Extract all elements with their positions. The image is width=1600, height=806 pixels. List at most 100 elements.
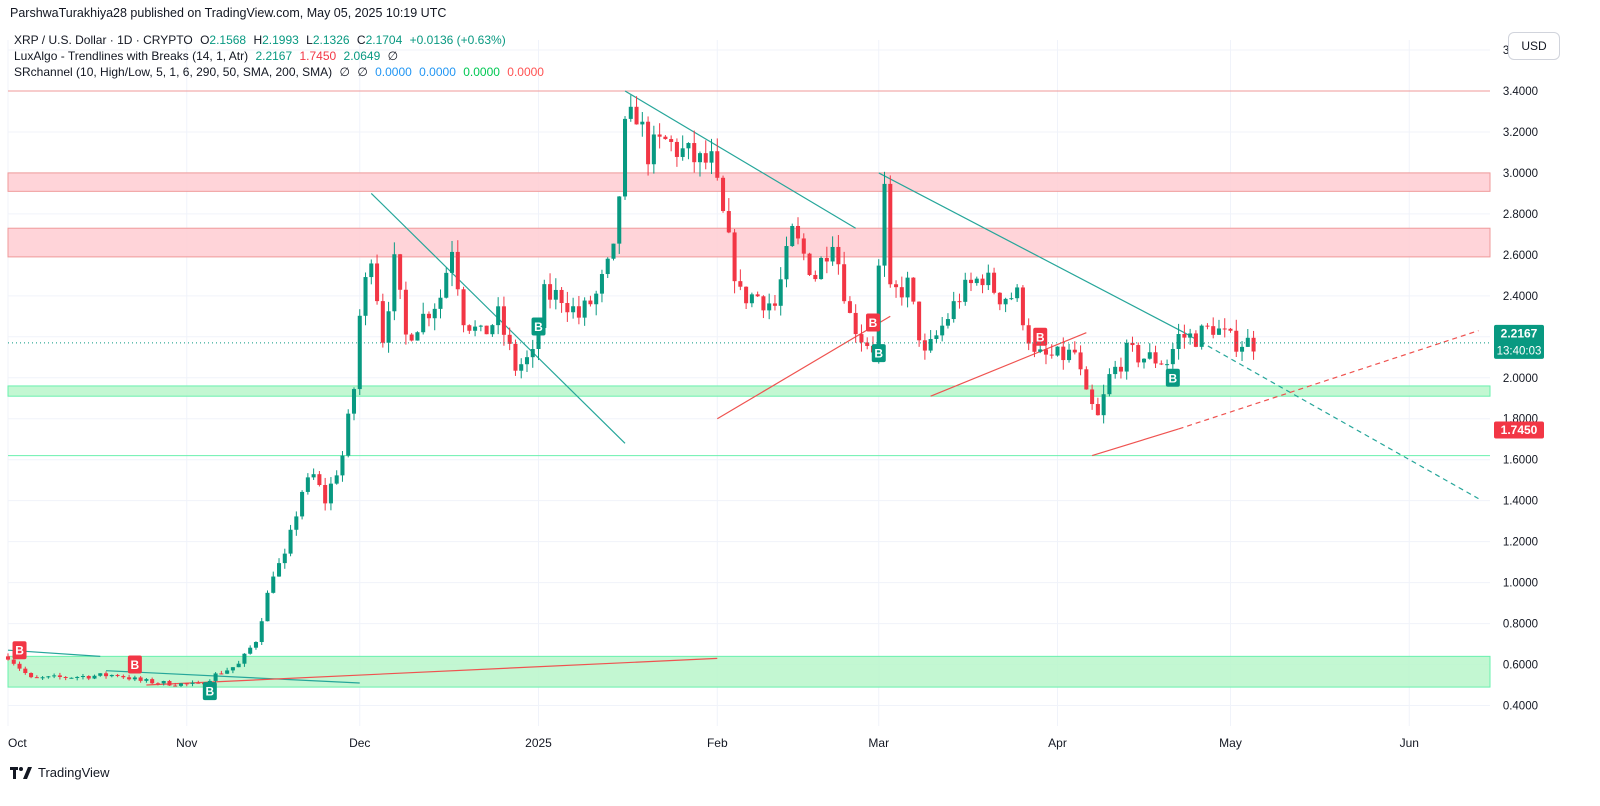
candle-body [46, 676, 51, 678]
candle-body [328, 483, 333, 504]
y-tick-label: 1.4000 [1503, 496, 1538, 508]
candle-body [277, 563, 282, 577]
price-label-value: 1.7450 [1501, 423, 1538, 437]
candle-body [755, 294, 760, 297]
candle-body [121, 676, 126, 678]
candle-body [524, 357, 530, 365]
x-tick-label: May [1219, 736, 1242, 750]
candle-body [997, 292, 1002, 305]
candle-body [778, 279, 783, 306]
candle-body [403, 289, 408, 335]
y-tick-label: 0.6000 [1503, 660, 1538, 672]
candle-body [455, 251, 460, 290]
candle-body [992, 272, 997, 293]
candle-body [859, 334, 864, 343]
indicator2-name[interactable]: SRchannel (10, High/Low, 5, 1, 6, 290, 5… [14, 65, 333, 79]
candle-body [1067, 349, 1072, 361]
candle-body [974, 278, 979, 284]
candle-body [594, 293, 599, 305]
candle-body [968, 279, 974, 284]
indicator1-value4: ∅ [387, 49, 399, 63]
y-tick-label: 3.0000 [1503, 168, 1538, 180]
candle-body [726, 211, 731, 233]
candle-body [824, 257, 829, 262]
currency-button[interactable]: USD [1508, 32, 1560, 60]
candle-body [1072, 349, 1077, 353]
legend-indicator2-row[interactable]: SRchannel (10, High/Low, 5, 1, 6, 290, 5… [14, 64, 544, 80]
legend-indicator1-row[interactable]: LuxAlgo - Trendlines with Breaks (14, 1,… [14, 48, 544, 64]
candle-body [692, 143, 697, 163]
candle-body [1141, 358, 1147, 363]
candle-body [599, 274, 604, 294]
y-tick-label: 3.4000 [1503, 86, 1538, 98]
candle-body [697, 153, 703, 163]
candle-body [928, 338, 933, 351]
candle-body [663, 136, 668, 140]
candle-body [386, 311, 391, 343]
candle-body [1176, 334, 1181, 349]
candle-body [259, 621, 264, 643]
candle-body [732, 232, 737, 282]
indicator2-value3: 0.0000 [375, 65, 412, 79]
candle-body [109, 674, 114, 677]
candle-body [1049, 354, 1054, 356]
candle-body [178, 683, 184, 686]
x-axis[interactable]: Oct Nov Dec 2025 Feb Mar Apr May Jun [8, 736, 1419, 750]
candle-body [957, 301, 962, 303]
indicator1-name[interactable]: LuxAlgo - Trendlines with Breaks (14, 1,… [14, 49, 249, 63]
candle-body [761, 296, 766, 311]
candle-body [1182, 334, 1187, 338]
candle-body [1147, 352, 1152, 359]
candle-body [363, 277, 368, 316]
candle-body [144, 679, 149, 681]
candle-body [23, 668, 28, 674]
low-value: 2.1326 [312, 33, 350, 47]
candle-body [248, 647, 253, 654]
candle-body [1211, 326, 1216, 335]
candle-body [496, 306, 501, 326]
candle-body [674, 141, 679, 157]
y-tick-label: 3.2000 [1503, 127, 1538, 139]
candle-body [213, 673, 218, 681]
indicator2-value1: ∅ [339, 65, 350, 79]
candle-body [225, 670, 230, 674]
candle-body [150, 679, 155, 684]
footer-brand[interactable]: TradingView [10, 765, 110, 780]
candle-body [565, 303, 570, 313]
symbol-title[interactable]: XRP / U.S. Dollar · 1D · CRYPTO [14, 33, 193, 47]
candle-body [63, 676, 68, 678]
candle-body [155, 683, 160, 685]
candle-body [1159, 363, 1164, 365]
candle-body [11, 659, 16, 664]
candle-body [559, 289, 564, 304]
candle-body [899, 287, 904, 298]
signal-badge-label: B [869, 316, 878, 330]
x-tick-label: Jun [1400, 736, 1419, 750]
candle-body [922, 340, 927, 351]
y-axis[interactable]: 0.4000 0.6000 0.8000 1.0000 1.2000 1.4000 1.60… [1503, 45, 1538, 713]
resistance-zone [7, 172, 1491, 192]
trendline-down [878, 172, 1185, 334]
trendline-down [106, 670, 360, 684]
candle-body [92, 675, 97, 679]
signal-badge-label: B [1036, 330, 1045, 344]
candle-body [1165, 364, 1170, 366]
candle-body [588, 300, 593, 305]
candle-body [842, 264, 847, 302]
candle-body [571, 306, 576, 313]
y-tick-label: 1.0000 [1503, 578, 1538, 590]
candle-body [1188, 333, 1193, 338]
legend-symbol-row[interactable]: XRP / U.S. Dollar · 1D · CRYPTO O2.1568 … [14, 32, 544, 48]
candle-body [986, 272, 991, 286]
candle-body [1084, 369, 1089, 390]
candle-body [963, 279, 968, 302]
candle-body [323, 485, 328, 504]
candle-body [686, 143, 691, 149]
signal-badge-sell: B [127, 655, 142, 674]
candle-body [795, 225, 801, 239]
candle-body [784, 246, 789, 280]
signal-badge-box [531, 317, 546, 336]
candle-body [709, 151, 714, 163]
candle-body [1170, 348, 1175, 365]
